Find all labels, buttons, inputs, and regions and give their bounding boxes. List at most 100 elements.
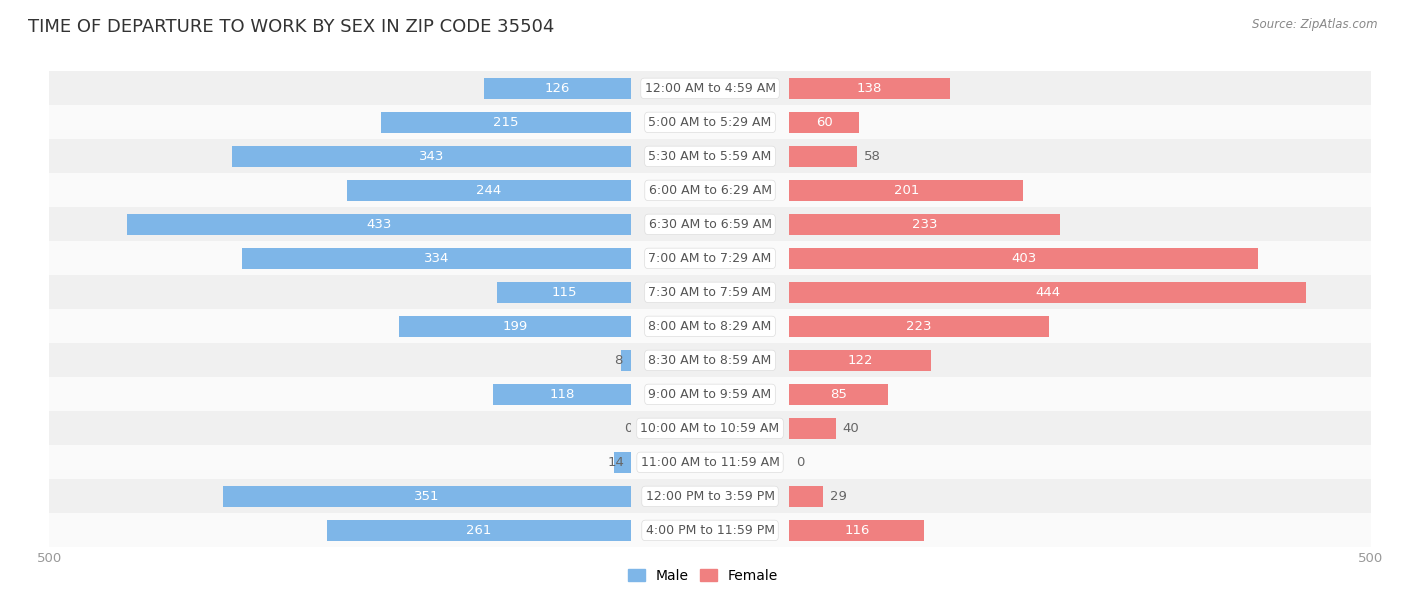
Text: 334: 334 [423, 252, 449, 265]
Bar [222, 486, 631, 507]
Text: 201: 201 [894, 184, 920, 197]
Text: 85: 85 [831, 388, 848, 401]
Text: 58: 58 [863, 150, 880, 163]
Bar [631, 411, 789, 446]
Bar [631, 71, 789, 105]
Text: 215: 215 [494, 116, 519, 129]
Text: 116: 116 [844, 524, 869, 537]
Bar [789, 275, 1371, 309]
Bar [328, 520, 631, 541]
Text: 223: 223 [907, 320, 932, 333]
Bar [49, 242, 631, 275]
Bar [789, 343, 1371, 377]
Text: 126: 126 [544, 82, 571, 95]
Text: 351: 351 [413, 490, 439, 503]
Bar [789, 520, 924, 541]
Text: 244: 244 [477, 184, 502, 197]
Bar [49, 71, 631, 105]
Bar [484, 78, 631, 99]
Bar [49, 513, 631, 547]
Text: 11:00 AM to 11:59 AM: 11:00 AM to 11:59 AM [641, 456, 779, 469]
Bar [789, 316, 1049, 337]
Text: 5:30 AM to 5:59 AM: 5:30 AM to 5:59 AM [648, 150, 772, 163]
Bar [789, 105, 1371, 139]
Bar [49, 377, 631, 411]
Text: 7:30 AM to 7:59 AM: 7:30 AM to 7:59 AM [648, 286, 772, 299]
Bar [381, 112, 631, 133]
Bar [631, 513, 789, 547]
Bar [242, 248, 631, 269]
Text: 261: 261 [467, 524, 492, 537]
Bar [49, 173, 631, 208]
Text: 444: 444 [1035, 286, 1060, 299]
Text: 14: 14 [607, 456, 624, 469]
Bar [789, 411, 1371, 446]
Text: 0: 0 [624, 422, 633, 435]
Bar [789, 248, 1258, 269]
Bar [631, 446, 789, 480]
Bar [631, 208, 789, 242]
Text: 122: 122 [848, 354, 873, 367]
Text: 10:00 AM to 10:59 AM: 10:00 AM to 10:59 AM [641, 422, 779, 435]
Bar [496, 282, 631, 303]
Bar [789, 139, 1371, 173]
Bar [789, 180, 1024, 201]
Bar [49, 343, 631, 377]
Bar [49, 411, 631, 446]
Bar [789, 350, 931, 371]
Bar [789, 480, 1371, 513]
Text: TIME OF DEPARTURE TO WORK BY SEX IN ZIP CODE 35504: TIME OF DEPARTURE TO WORK BY SEX IN ZIP … [28, 18, 554, 36]
Text: 9:00 AM to 9:59 AM: 9:00 AM to 9:59 AM [648, 388, 772, 401]
Bar [789, 71, 1371, 105]
Bar [399, 316, 631, 337]
Bar [789, 173, 1371, 208]
Text: 6:30 AM to 6:59 AM: 6:30 AM to 6:59 AM [648, 218, 772, 231]
Bar [789, 282, 1306, 303]
Bar [631, 275, 789, 309]
Bar [789, 418, 835, 439]
Bar [789, 208, 1371, 242]
Bar [789, 146, 856, 167]
Bar [789, 377, 1371, 411]
Text: 0: 0 [796, 456, 804, 469]
Bar [789, 242, 1371, 275]
Bar [49, 105, 631, 139]
Text: 199: 199 [502, 320, 527, 333]
Text: 5:00 AM to 5:29 AM: 5:00 AM to 5:29 AM [648, 116, 772, 129]
Bar [631, 105, 789, 139]
Bar [49, 139, 631, 173]
Text: 8:00 AM to 8:29 AM: 8:00 AM to 8:29 AM [648, 320, 772, 333]
Text: 403: 403 [1011, 252, 1036, 265]
Text: 433: 433 [366, 218, 392, 231]
Bar [49, 446, 631, 480]
Bar [614, 452, 631, 473]
Bar [789, 78, 950, 99]
Text: 6:00 AM to 6:29 AM: 6:00 AM to 6:29 AM [648, 184, 772, 197]
Text: 12:00 PM to 3:59 PM: 12:00 PM to 3:59 PM [645, 490, 775, 503]
Bar [789, 112, 859, 133]
Text: 8:30 AM to 8:59 AM: 8:30 AM to 8:59 AM [648, 354, 772, 367]
Legend: Male, Female: Male, Female [623, 563, 783, 588]
Text: Source: ZipAtlas.com: Source: ZipAtlas.com [1253, 18, 1378, 31]
Bar [631, 343, 789, 377]
Bar [494, 384, 631, 405]
Bar [631, 309, 789, 343]
Bar [127, 214, 631, 235]
Text: 233: 233 [912, 218, 938, 231]
Bar [631, 242, 789, 275]
Bar [49, 208, 631, 242]
Bar [631, 139, 789, 173]
Text: 60: 60 [815, 116, 832, 129]
Text: 138: 138 [856, 82, 883, 95]
Bar [631, 377, 789, 411]
Bar [789, 384, 889, 405]
Bar [789, 513, 1371, 547]
Bar [631, 480, 789, 513]
Text: 115: 115 [551, 286, 576, 299]
Text: 4:00 PM to 11:59 PM: 4:00 PM to 11:59 PM [645, 524, 775, 537]
Bar [631, 173, 789, 208]
Bar [49, 309, 631, 343]
Bar [49, 480, 631, 513]
Text: 7:00 AM to 7:29 AM: 7:00 AM to 7:29 AM [648, 252, 772, 265]
Bar [232, 146, 631, 167]
